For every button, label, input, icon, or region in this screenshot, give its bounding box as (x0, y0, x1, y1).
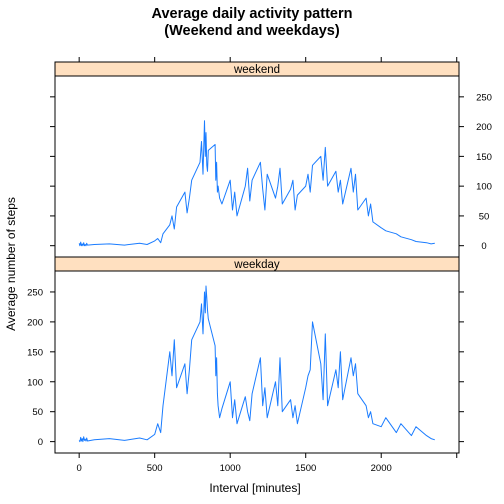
x-axis-label: Interval [minutes] (209, 481, 300, 495)
strip-label-weekday: weekday (233, 259, 280, 271)
y-tick-label-weekend-200: 200 (476, 122, 492, 133)
chart-title-line-2: (Weekend and weekdays) (164, 23, 340, 39)
series-line-weekend-0 (78, 120, 435, 247)
y-tick-label-weekend-50: 50 (479, 211, 490, 222)
x-tick-label-0: 0 (77, 463, 82, 474)
x-tick-label-1000: 1000 (220, 463, 241, 474)
y-tick-label-weekday-50: 50 (32, 407, 43, 418)
x-tick-label-1500: 1500 (295, 463, 316, 474)
panel-weekday: weekday 0 50 100 150 200 250 (27, 256, 464, 454)
strip-label-weekend: weekend (233, 64, 280, 76)
panel-frame-weekday (54, 270, 460, 454)
panel-weekend: weekend 0 50 100 150 200 250 (50, 61, 492, 258)
y-tick-label-weekend-100: 100 (476, 182, 492, 193)
y-tick-label-weekday-0: 0 (38, 437, 43, 448)
x-axis: 0 500 1000 1500 2000 (77, 57, 458, 474)
y-tick-label-weekend-150: 150 (476, 152, 492, 163)
y-tick-label-weekday-200: 200 (27, 317, 43, 328)
y-tick-label-weekday-250: 250 (27, 287, 43, 298)
x-tick-label-2000: 2000 (371, 463, 392, 474)
y-tick-label-weekday-100: 100 (27, 377, 43, 388)
y-axis-label: Average number of steps (4, 197, 18, 331)
series-line-weekday-0 (78, 285, 435, 443)
panel-frame-weekend (54, 75, 460, 258)
y-tick-label-weekend-250: 250 (476, 92, 492, 103)
chart-title-line-1: Average daily activity pattern (152, 6, 353, 22)
plot-area: weekend 0 50 100 150 200 250 weekday 0 50 100 150 20… (27, 57, 492, 474)
x-tick-label-500: 500 (147, 463, 163, 474)
y-tick-label-weekend-0: 0 (481, 241, 486, 252)
y-tick-label-weekday-150: 150 (27, 347, 43, 358)
